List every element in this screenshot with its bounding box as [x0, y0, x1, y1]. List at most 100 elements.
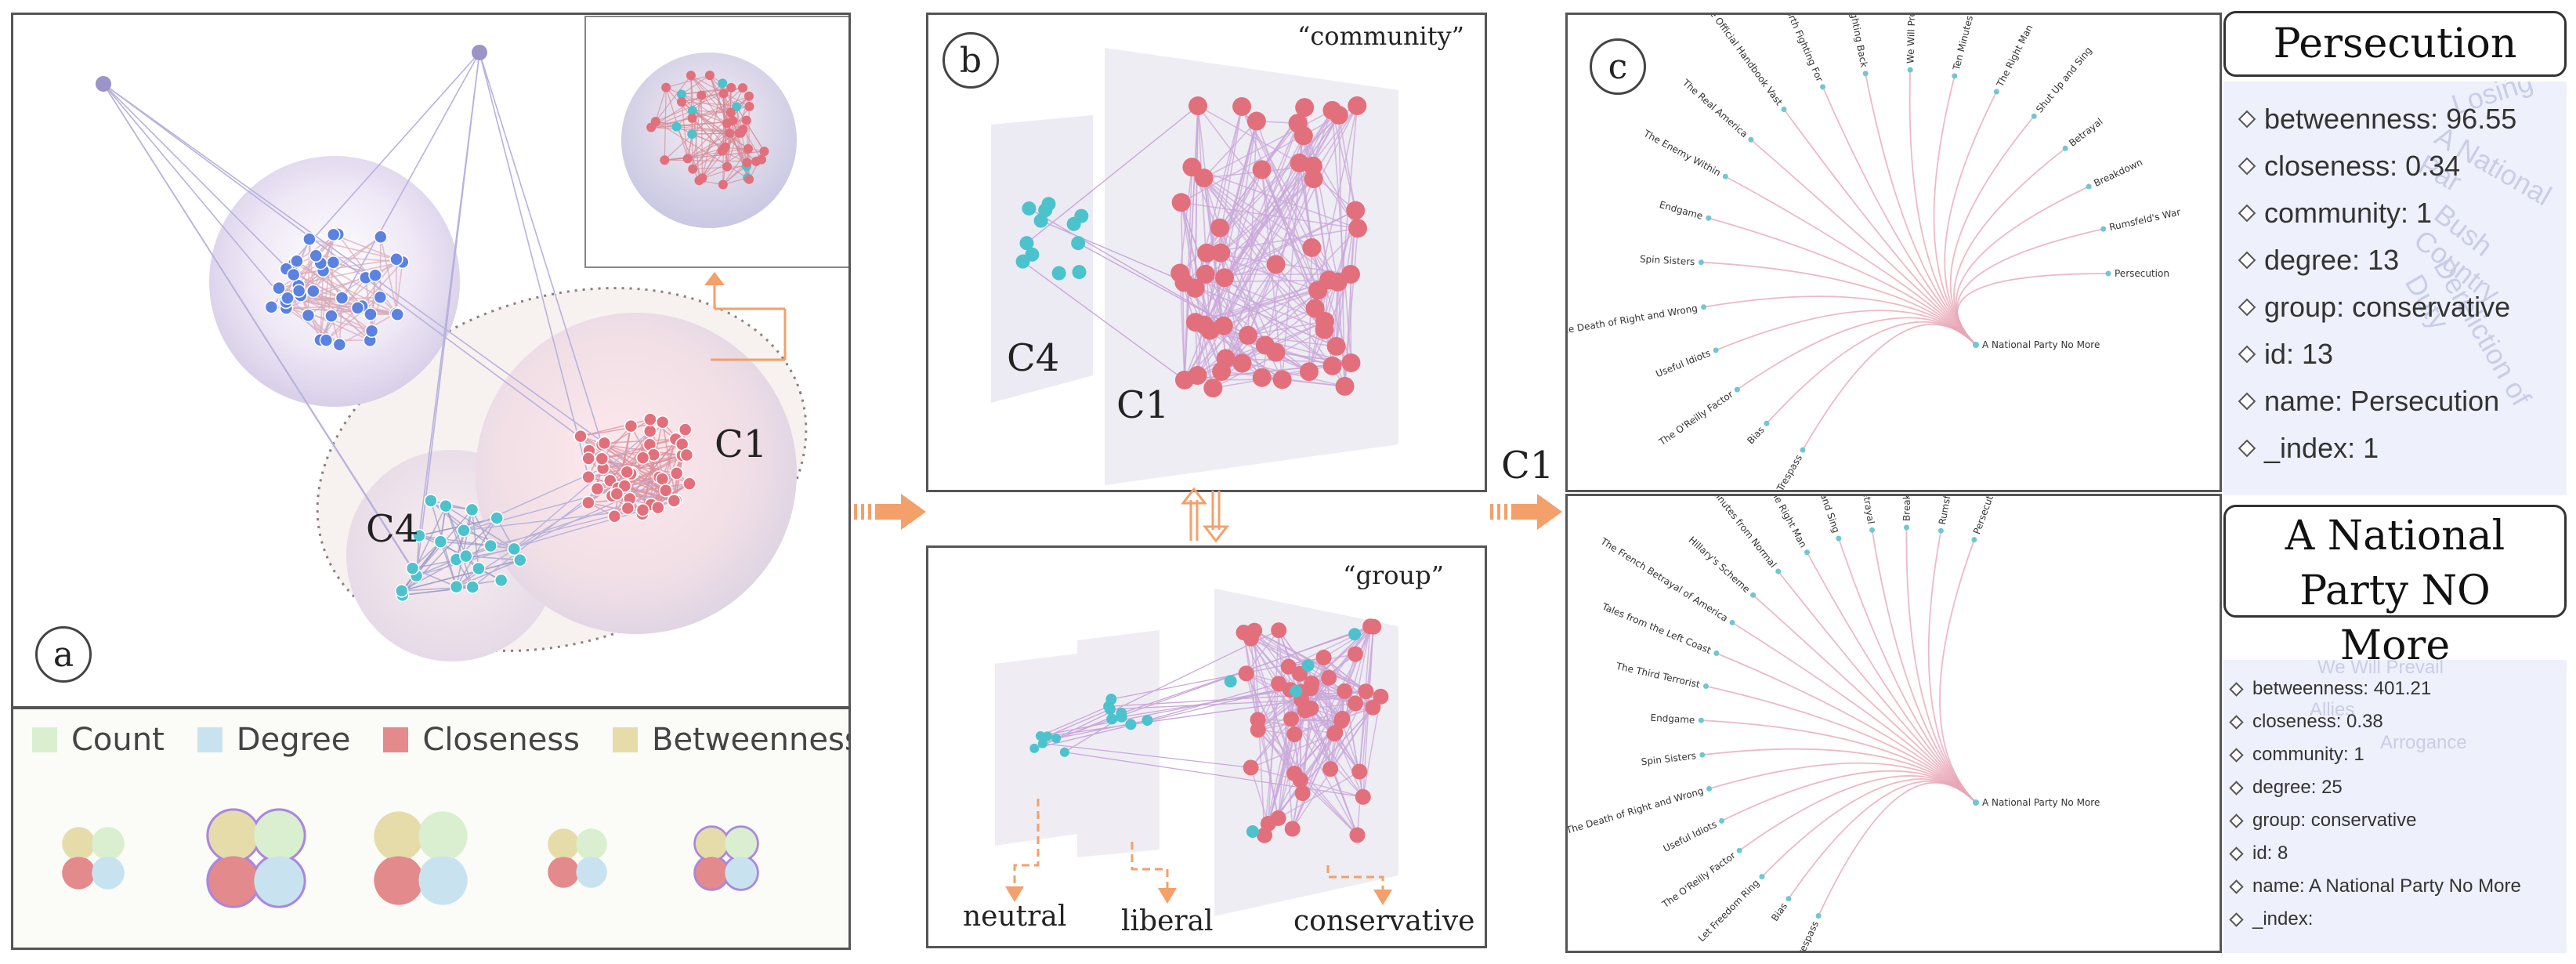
diamond-icon [2229, 846, 2244, 861]
attribute-text: name: Persecution [2264, 385, 2500, 417]
inset-arrowhead [704, 272, 725, 285]
clover-petal [62, 827, 95, 860]
network-node [1252, 368, 1272, 387]
tree-node [2086, 183, 2092, 190]
network-node [1283, 711, 1300, 727]
network-node [581, 469, 595, 484]
network-edge [1197, 106, 1211, 331]
diamond-icon [2229, 780, 2244, 795]
network-edge [455, 509, 473, 587]
tree-node [1736, 847, 1742, 853]
tree-node [1804, 549, 1810, 556]
network-edge [1197, 105, 1300, 164]
tree-node [2031, 113, 2037, 119]
panel-b-label: b [942, 32, 999, 89]
panel-c-top: Three Who Trespass Bias The O'Reilly Facto… [1565, 13, 2222, 492]
network-node [635, 451, 650, 465]
tree-node-label: Ten Minutes from Normal [1951, 15, 1991, 72]
diamond-icon [2238, 392, 2256, 411]
liberal-label: liberal [1121, 905, 1214, 937]
liberal-pointer [1131, 842, 1169, 891]
network-node [1358, 683, 1374, 700]
inset-node [660, 155, 670, 165]
network-edge [465, 555, 520, 561]
inset-node [718, 89, 729, 99]
clover-glyphs [62, 808, 759, 908]
network-node [597, 436, 612, 451]
tree-node [1748, 136, 1754, 143]
network-edge [1250, 767, 1269, 824]
tree-node [1698, 259, 1704, 266]
tree-node-label: Persecution [2115, 268, 2169, 279]
network-node [1295, 98, 1315, 118]
tree-node-label: Hillary's Scheme [1687, 535, 1753, 595]
network-node [1029, 743, 1040, 753]
tree-link [1818, 781, 1977, 917]
network-node [1272, 370, 1292, 390]
tree-node [1701, 304, 1707, 310]
tree-node-label: The O'Reilly Factor [1659, 850, 1738, 910]
network-node [280, 291, 295, 306]
clover-petal [62, 857, 95, 890]
clover-petal [548, 828, 579, 860]
c4-label: C4 [366, 507, 419, 551]
attribute-row: name: A National Party No More [2229, 870, 2567, 903]
inset-node [686, 71, 696, 81]
tree-node-label: Spin Sisters [1641, 750, 1697, 767]
network-node [1022, 201, 1037, 216]
network-node [1347, 646, 1363, 662]
tree-node [1800, 447, 1806, 453]
network-node [659, 483, 673, 498]
network-node [1074, 208, 1089, 223]
network-node [1232, 96, 1252, 116]
network-edge [1243, 632, 1301, 781]
tree-node-label: Tales from the Left Coast [1600, 601, 1713, 657]
inset-node [718, 179, 728, 190]
tree-node [1750, 592, 1757, 598]
attribute-row: group: conservative [2238, 284, 2567, 331]
tree-link [1736, 317, 1977, 390]
inset-node [736, 128, 746, 138]
network-edge [1207, 227, 1359, 254]
panel-b-community: b “community” C4 C1 [926, 13, 1487, 492]
legend-count-label: Count [71, 722, 165, 758]
network-edge [580, 419, 651, 437]
network-node [1246, 824, 1259, 838]
network-node [1238, 665, 1254, 682]
community-title: “community” [1297, 21, 1464, 51]
diamond-icon [2238, 110, 2256, 129]
network-node [1294, 785, 1311, 802]
tree-node-label: Let Freedom Ring [1696, 877, 1762, 944]
network-edge [320, 277, 367, 341]
network-node [610, 487, 624, 501]
tree-link [1783, 108, 1977, 346]
attribute-text: degree: 25 [2252, 777, 2343, 798]
tree-node-label: The Death of Right and Wrong [1568, 303, 1699, 337]
network-node [1327, 724, 1344, 741]
network-edge [1256, 121, 1319, 291]
detail-title-top: Persecution [2223, 11, 2567, 77]
network-edge [103, 83, 605, 444]
detail-title-bottom-text: A National Party NO More [2285, 513, 2505, 669]
network-edge [285, 52, 480, 270]
clover-petal [725, 857, 758, 890]
network-node [364, 307, 378, 321]
tree-node [1869, 527, 1876, 533]
inset-node [732, 102, 742, 112]
diamond-icon [2229, 747, 2244, 763]
network-node [595, 451, 610, 466]
network-node [1041, 197, 1056, 212]
tree-node-label: Three Who Trespass [1747, 453, 1804, 490]
tree-link [1703, 295, 1977, 346]
network-node [1211, 243, 1231, 263]
network-node [433, 535, 448, 549]
tree-node [1904, 524, 1910, 531]
tree-node-label: The Enemy Within [1641, 128, 1723, 179]
network-node [1194, 169, 1214, 188]
network-edge [588, 476, 675, 502]
network-node [324, 309, 338, 323]
network-node [1256, 827, 1272, 843]
network-edge [103, 83, 287, 303]
tree-node-label: The Official Handbook Vast [1700, 15, 1785, 107]
network-edge [333, 234, 397, 260]
